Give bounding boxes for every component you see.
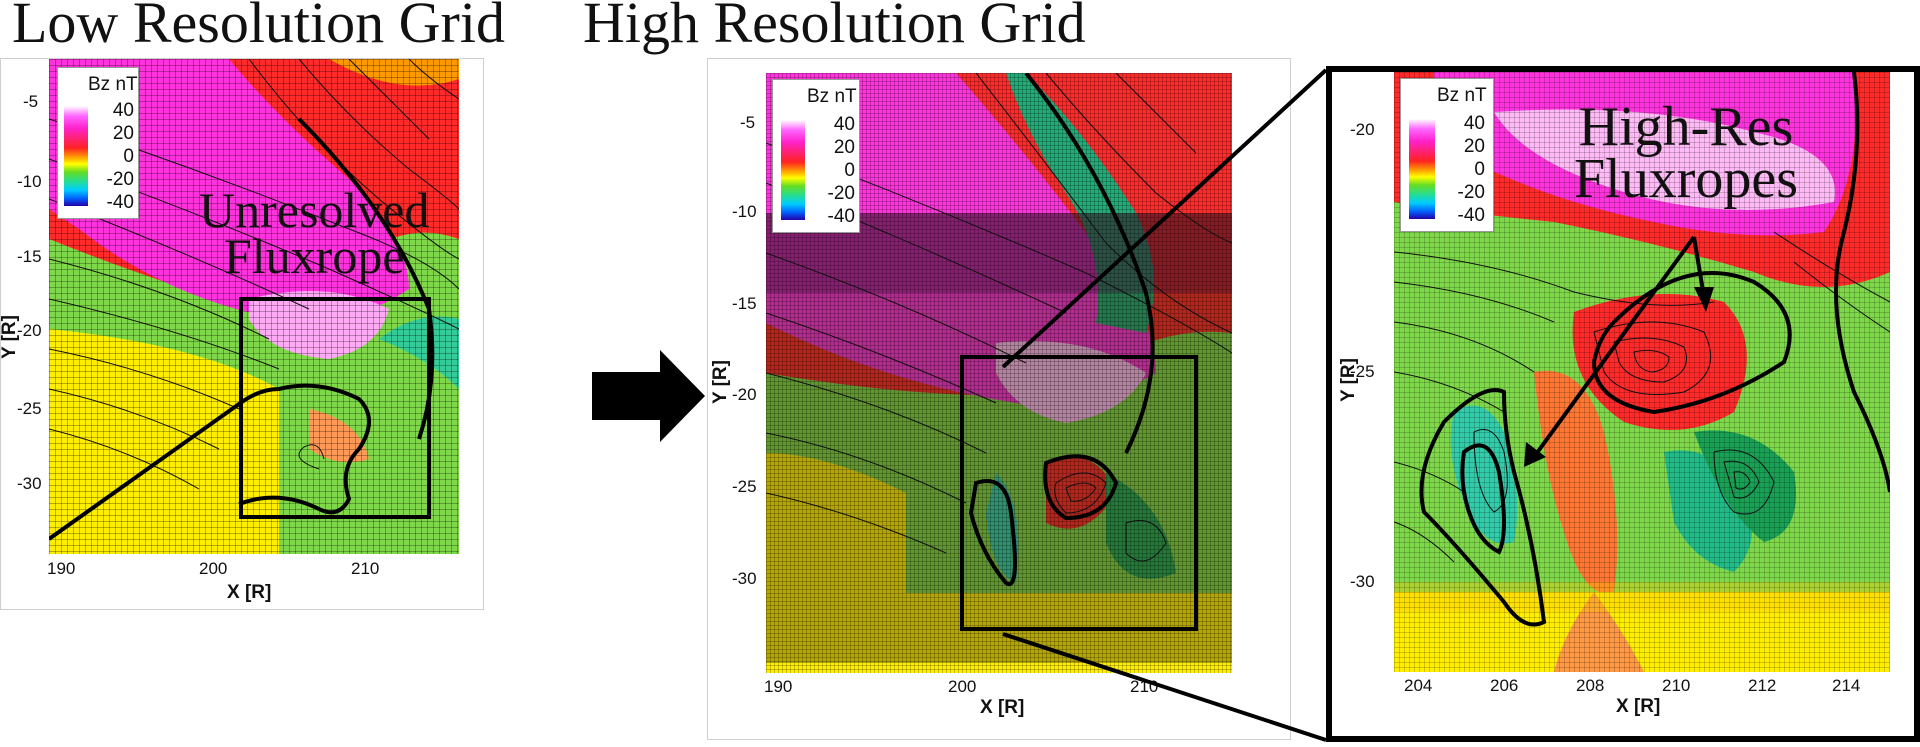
legend-value: -20 — [106, 169, 134, 190]
x-axis-label: X [R] — [227, 582, 272, 603]
legend-title: Bz nT — [88, 74, 138, 95]
y-axis-label: Y [R] — [710, 360, 731, 404]
y-tick-label: -30 — [1350, 572, 1375, 591]
left-colorbar-legend: Bz nT 40 20 0 -20 -40 — [57, 67, 139, 219]
y-tick-label: -15 — [732, 294, 757, 313]
legend-colorbar — [781, 120, 805, 220]
zoom-panel-frame: Bz nT 40 20 0 -20 -40 High-Res Fluxropes… — [1326, 66, 1920, 742]
legend-title: Bz nT — [807, 86, 857, 107]
legend-value: 20 — [1463, 136, 1485, 157]
x-tick-label: 204 — [1404, 676, 1433, 695]
right-panel-title: High Resolution Grid — [583, 0, 1086, 55]
legend-value: 40 — [833, 114, 855, 135]
arrowhead-icon — [1694, 287, 1714, 312]
legend-value: 40 — [1463, 113, 1485, 134]
x-tick-label: 200 — [948, 677, 977, 696]
y-tick-label: -10 — [732, 202, 757, 221]
legend-value: 40 — [112, 100, 134, 121]
zoom-colorbar-legend: Bz nT 40 20 0 -20 -40 — [1400, 78, 1494, 232]
y-tick-label: -5 — [23, 92, 39, 111]
x-tick-label: 208 — [1576, 676, 1605, 695]
x-axis-label: X [R] — [980, 697, 1025, 718]
y-axis-label: Y [R] — [1338, 358, 1359, 402]
legend-value: -40 — [106, 192, 134, 213]
annotation-line: Fluxrope — [223, 228, 405, 284]
left-field-map — [49, 59, 459, 554]
x-tick-label: 206 — [1490, 676, 1519, 695]
legend-value: -20 — [827, 183, 855, 204]
y-tick-label: -30 — [17, 474, 42, 493]
unresolved-fluxrope-label: Unresolved Fluxrope — [199, 182, 430, 284]
y-tick-label: -20 — [732, 385, 757, 404]
x-tick-label: 200 — [199, 559, 228, 578]
y-tick-label: -30 — [732, 569, 757, 588]
x-tick-label: 210 — [1130, 677, 1159, 696]
x-tick-label: 214 — [1832, 676, 1861, 695]
x-axis-label: X [R] — [1616, 696, 1661, 717]
legend-value: 0 — [1474, 159, 1485, 180]
legend-colorbar — [1409, 119, 1435, 219]
annotation-line: Unresolved — [199, 182, 430, 238]
x-tick-label: 190 — [47, 559, 76, 578]
arrow-right-icon — [592, 350, 705, 442]
middle-colorbar-legend: Bz nT 40 20 0 -20 -40 — [772, 79, 860, 233]
legend-value: -20 — [1457, 182, 1485, 203]
legend-value: 0 — [123, 146, 134, 167]
left-plot-area: Bz nT 40 20 0 -20 -40 Unresolved Fluxrop… — [49, 59, 459, 554]
legend-colorbar — [64, 106, 88, 206]
legend-value: 20 — [112, 123, 134, 144]
annotation-arrows — [1524, 235, 1714, 467]
y-tick-label: -10 — [17, 172, 42, 191]
y-tick-label: -25 — [17, 399, 42, 418]
annotation-line: High-Res — [1578, 96, 1794, 158]
y-tick-label: -5 — [740, 113, 756, 132]
arrowhead-icon — [1524, 442, 1546, 467]
legend-value: -40 — [1457, 205, 1485, 226]
y-tick-label: -15 — [17, 247, 42, 266]
y-tick-label: -25 — [1350, 362, 1375, 381]
x-tick-label: 210 — [1662, 676, 1691, 695]
y-tick-label: -25 — [732, 477, 757, 496]
left-panel-frame: Bz nT 40 20 0 -20 -40 Unresolved Fluxrop… — [0, 58, 484, 610]
legend-title: Bz nT — [1437, 85, 1487, 106]
legend-value: 20 — [833, 137, 855, 158]
legend-value: 0 — [844, 160, 855, 181]
y-axis-label: Y [R] — [0, 315, 20, 359]
middle-plot-area: Bz nT 40 20 0 -20 -40 — [766, 73, 1232, 673]
x-tick-label: 212 — [1748, 676, 1777, 695]
y-tick-label: -20 — [17, 321, 42, 340]
x-tick-label: 210 — [351, 559, 380, 578]
zoom-plot-area: Bz nT 40 20 0 -20 -40 High-Res Fluxropes — [1394, 72, 1890, 672]
x-tick-label: 190 — [764, 677, 793, 696]
legend-value: -40 — [827, 206, 855, 227]
y-tick-label: -20 — [1350, 120, 1375, 139]
annotation-line: Fluxropes — [1574, 147, 1798, 210]
left-panel-title: Low Resolution Grid — [12, 0, 505, 55]
middle-panel-frame: Bz nT 40 20 0 -20 -40 -5 -10 -15 -20 -25… — [707, 58, 1291, 740]
highres-fluxropes-label: High-Res Fluxropes — [1574, 96, 1798, 210]
